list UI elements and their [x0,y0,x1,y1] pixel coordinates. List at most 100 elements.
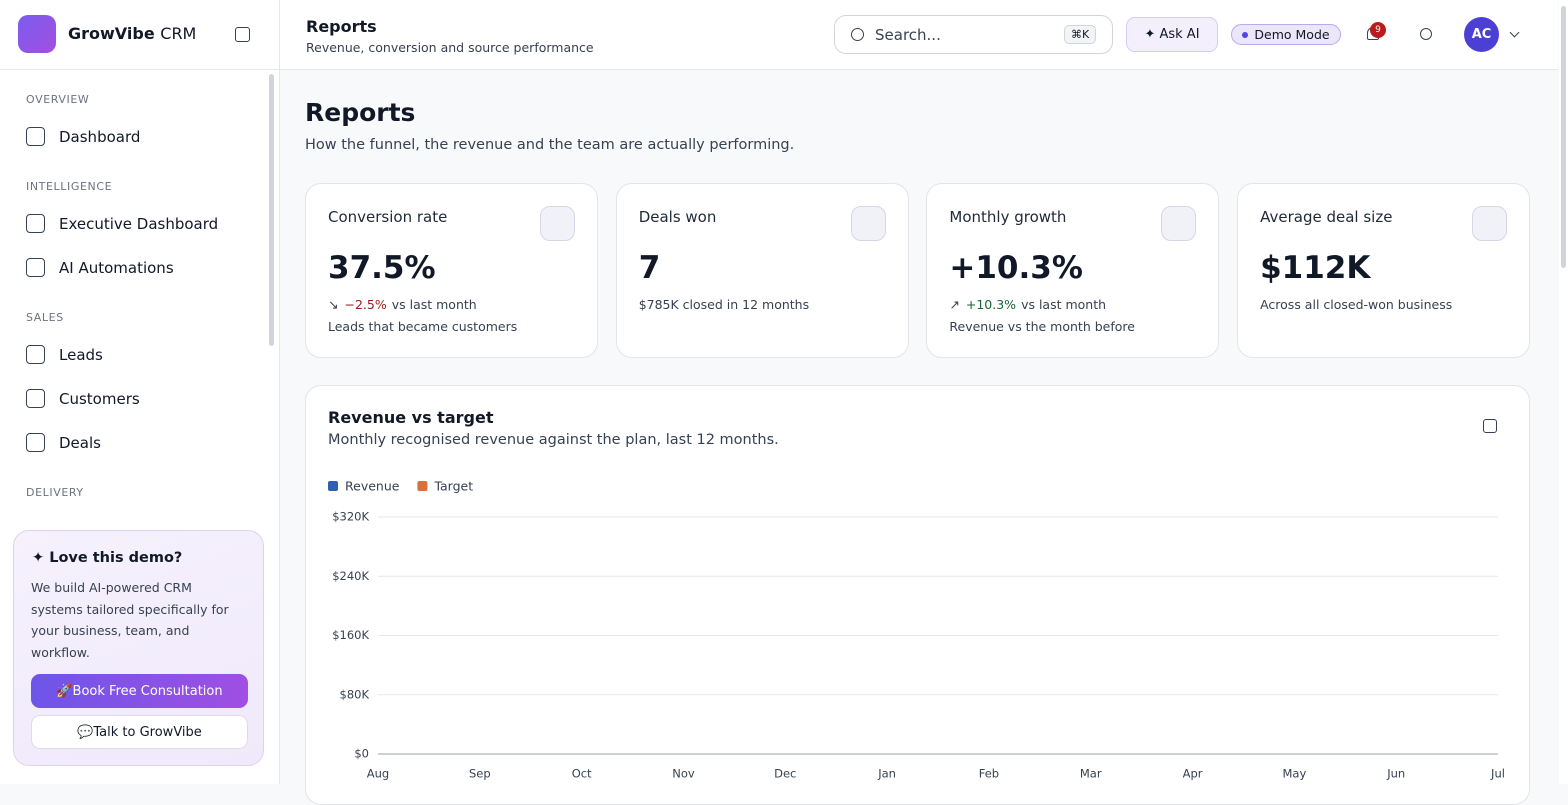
x-tick-label: Aug [367,767,389,781]
scrollbar [269,74,274,346]
kpi-card: Conversion rate 37.5% ↘ −2.5% vs last month L… [305,183,598,358]
x-tick-label: Sep [469,767,491,781]
brand-suffix: CRM [160,24,197,43]
x-tick-label: Oct [572,767,592,781]
kpi-note: Revenue vs the month before [949,319,1135,334]
promo: ✦ Love this demo? We build AI-powered CR… [13,530,264,766]
y-tick-label: $160K [332,628,369,642]
x-tick-label: Jan [877,767,896,781]
section-label: OVERVIEW [26,93,90,106]
x-tick-label: May [1282,767,1306,781]
nav-icon [26,258,45,277]
nav-icon [26,345,45,364]
kpi-icon [1161,206,1197,241]
kpi-card: Monthly growth +10.3% ↗ +10.3% vs last month… [926,183,1220,358]
legend-swatch [417,481,428,491]
page-title: Reports [305,98,416,127]
search-box[interactable]: Search... ⌘K [834,15,1113,54]
nav-label: Dashboard [59,127,141,146]
page-subtitle: How the funnel, the revenue and the team… [305,137,795,153]
search-icon [851,28,864,41]
kpi-icon [850,206,886,241]
x-tick-label: Jun [1386,767,1405,781]
brand-name: GrowVibe [68,24,155,43]
nav-label: Leads [59,345,103,364]
kpi-label: Monthly growth [949,208,1067,226]
table-toggle[interactable] [1483,419,1497,433]
ask-ai-text: Ask AI [1159,27,1200,42]
x-tick-label: Feb [979,767,999,781]
brand: GrowVibe CRM [68,24,196,43]
kpi-note: $785K closed in 12 months [638,297,810,312]
collapse-button[interactable] [235,27,250,42]
promo-text: We build AI-powered CRM systems tailored… [31,580,229,660]
chart-card: Revenue vs target Monthly recognised rev… [305,385,1530,805]
top-title: Reports [306,17,377,36]
promo-title: ✦ Love this demo? [32,550,183,566]
kpi-label: Deals won [638,208,717,226]
consult-button[interactable]: 🚀Book Free Consultation [31,674,248,708]
kpi-icon [1472,206,1508,241]
x-tick-label: Jul [1490,767,1505,781]
nav-label: Customers [59,389,140,408]
kpi-delta: ↘ −2.5% vs last month [328,297,477,312]
scroll-track [1559,0,1568,784]
nav-item[interactable]: Dashboard [26,127,140,146]
kpi-delta: ↗ +10.3% vs last month [949,297,1106,312]
talk-button[interactable]: 💬Talk to GrowVibe [31,715,248,749]
nav-label: Deals [59,433,101,452]
legend-label: Revenue [345,479,400,494]
nav-icon [26,433,45,452]
kpi-note: Across all closed-won business [1260,297,1453,312]
nav-item[interactable]: Executive Dashboard [26,214,218,233]
x-tick-label: Dec [774,767,796,781]
kpi-note: Leads that became customers [328,319,518,334]
nav-label: AI Automations [59,258,174,277]
y-tick-label: $80K [340,687,370,701]
delta-text: vs last month [1021,297,1107,312]
kpi-value: 37.5% [328,250,436,286]
avatar[interactable]: AC [1464,17,1499,52]
divider [0,69,279,70]
section-label: SALES [26,311,64,324]
delta-arrow: ↗ [949,297,960,312]
y-tick-label: $240K [332,569,369,583]
nav-icon [26,127,45,146]
kpi-card: Average deal size $112K Across all closed-… [1237,183,1531,358]
nav-item[interactable]: Customers [26,389,140,408]
delta-text: vs last month [391,297,477,312]
legend-swatch [328,481,338,491]
legend-label: Target [433,479,473,494]
nav-icon [26,389,45,408]
promo-title-text: Love this demo? [49,550,183,566]
demo-mode[interactable]: Demo Mode [1231,24,1341,45]
kpi-icon [540,206,575,241]
ask-ai[interactable]: ✦ Ask AI [1126,17,1218,52]
top-subtitle: Revenue, conversion and source performan… [306,40,594,55]
logo [18,15,56,53]
section-label: INTELLIGENCE [26,180,113,193]
kpi-card: Deals won 7 $785K closed in 12 months [615,183,909,358]
section-label: DELIVERY [26,486,84,499]
topbar: Reports Revenue, conversion and source p… [280,0,1558,70]
kpi-label: Average deal size [1260,208,1393,226]
search-placeholder: Search... [875,26,941,44]
nav-item[interactable]: Leads [26,345,103,364]
demo-mode-text: Demo Mode [1254,27,1330,42]
delta-value: −2.5% [344,297,387,312]
chart-title: Revenue vs target [328,408,494,427]
nav-item[interactable]: Deals [26,433,101,452]
kpi-value: +10.3% [949,250,1083,286]
delta-value: +10.3% [965,297,1017,312]
x-tick-label: Apr [1183,767,1203,781]
theme-toggle[interactable] [1420,28,1432,40]
shortcut: ⌘K [1064,25,1097,44]
chart: $0 $80K $160K $240K $320K Aug Sep Oct Nov Dec Jan F… [328,479,1505,781]
kpi-value: 7 [638,250,661,286]
sidebar: GrowVibe CRM OVERVIEW Dashboard INTELLIGEN… [0,0,280,784]
x-tick-label: Mar [1080,767,1102,781]
kpi-label: Conversion rate [328,208,448,226]
nav-item[interactable]: AI Automations [26,258,174,277]
x-tick-label: Nov [672,767,695,781]
